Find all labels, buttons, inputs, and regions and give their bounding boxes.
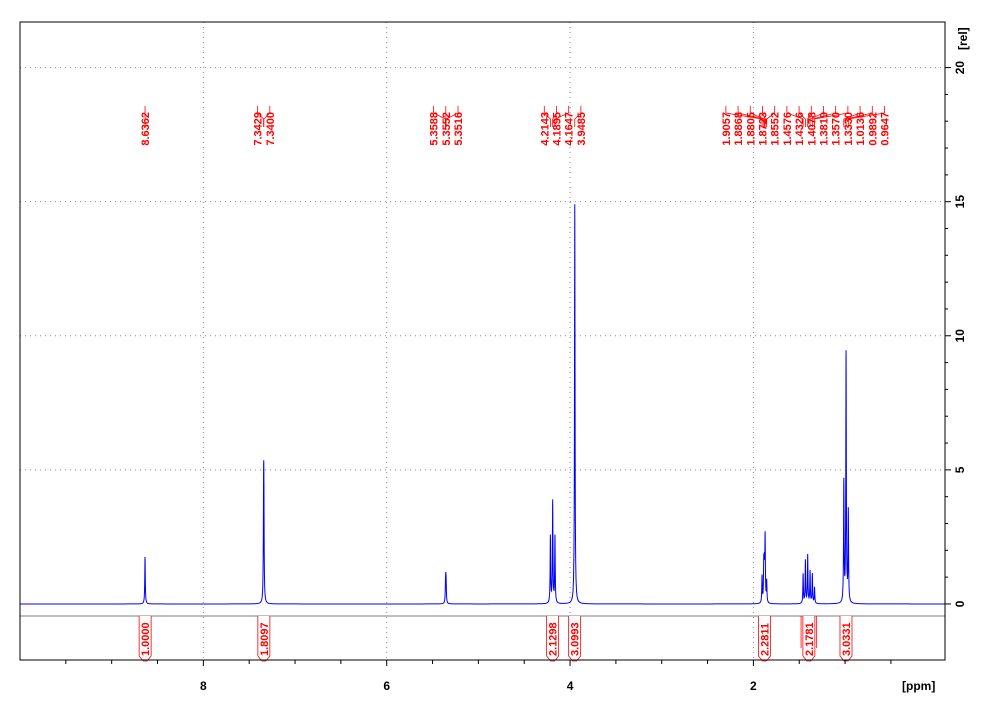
peak-label: 1.8552: [770, 112, 782, 146]
x-tick-label: 2: [750, 679, 757, 693]
x-tick-label: 4: [567, 679, 574, 693]
peak-label: 8.6362: [140, 112, 152, 146]
plot-frame: [19, 21, 946, 661]
peak-label: 5.3552: [441, 112, 453, 146]
peak-label: 7.3429: [253, 112, 265, 146]
peak-marker-line: [786, 106, 804, 127]
integral-label-box: [802, 616, 816, 662]
peak-marker-line: [749, 106, 765, 127]
y-tick-label: 10: [953, 329, 967, 343]
peak-label: 1.8868: [733, 112, 745, 146]
peak-label: 7.3400: [265, 112, 277, 146]
peak-marker-line: [798, 106, 806, 127]
peak-label: 0.9892: [867, 112, 879, 146]
peak-marker-line: [543, 106, 551, 127]
peak-marker-line: [445, 106, 459, 127]
peak-marker-line: [845, 106, 873, 127]
integral-value: 2.1298: [548, 622, 560, 656]
peak-marker-line: [762, 106, 766, 127]
x-tick-label: 6: [383, 679, 390, 693]
integral-value: 2.2811: [759, 623, 771, 656]
peak-label: 1.4576: [782, 112, 794, 146]
grid: [20, 22, 945, 660]
peak-marker-line: [843, 106, 861, 127]
integral-value: 1.8097: [259, 622, 271, 656]
peak-marker-line: [766, 106, 776, 127]
peak-label: 4.1895: [551, 112, 563, 146]
peak-label: 1.4078: [806, 112, 818, 146]
peak-label: 5.3588: [429, 112, 441, 146]
integral-value: 1.0000: [140, 622, 152, 656]
peak-label: 1.8805: [745, 112, 757, 146]
integral-label-box: [546, 616, 560, 662]
integral-value: 3.0993: [570, 622, 582, 656]
peak-label: 1.8723: [757, 112, 769, 146]
peak-label: 1.3819: [818, 112, 830, 146]
peak-label: 4.2143: [539, 112, 551, 146]
peak-marker-line: [847, 106, 885, 127]
peak-marker-line: [725, 106, 763, 127]
integrals: 1.0000 1.8097 2.1298 3.0993 2.2811 2.1781 3.03…: [138, 616, 853, 662]
x-axis-label: [ppm]: [902, 679, 935, 693]
peak-marker-line: [807, 106, 812, 127]
peak-marker-line: [574, 106, 582, 127]
integral-label-box: [257, 616, 271, 662]
peak-marker-line: [814, 106, 849, 127]
y-tick-label: 20: [953, 61, 967, 75]
peak-marker-line: [552, 106, 557, 127]
peak-label: 1.4326: [794, 112, 806, 146]
peak-marker-line: [737, 106, 765, 127]
y-tick-label: 0: [953, 600, 967, 607]
peak-label: 1.3570: [831, 112, 843, 146]
y-tick-label: 5: [953, 466, 967, 473]
peak-label: 1.9057: [721, 112, 733, 146]
y-axis-label: [rel]: [956, 27, 970, 50]
peak-marker-line: [809, 106, 824, 127]
integral-value: 2.1781: [804, 622, 816, 656]
peak-label: 3.9485: [576, 112, 588, 146]
peak-label: 4.1647: [564, 112, 576, 146]
integral-label-box: [839, 616, 853, 662]
y-tick-label: 15: [953, 195, 967, 209]
peak-label: 1.0136: [855, 112, 867, 146]
peak-labels: 8.6362 7.3429 7.3400 5.3588 5.3552 5.3516 4.21…: [140, 106, 891, 146]
integral-label-box: [568, 616, 582, 662]
peak-label: 0.9647: [879, 112, 891, 146]
integral-label-box: [758, 616, 771, 662]
spectrum-line: [20, 204, 945, 605]
peak-marker-line: [811, 106, 837, 127]
integral-value: 3.0331: [841, 622, 853, 656]
peak-marker-line: [554, 106, 570, 127]
peak-marker-line: [263, 106, 271, 127]
integral-label-box: [138, 616, 152, 662]
x-tick-label: 8: [200, 679, 207, 693]
peak-label: 5.3516: [453, 112, 465, 146]
